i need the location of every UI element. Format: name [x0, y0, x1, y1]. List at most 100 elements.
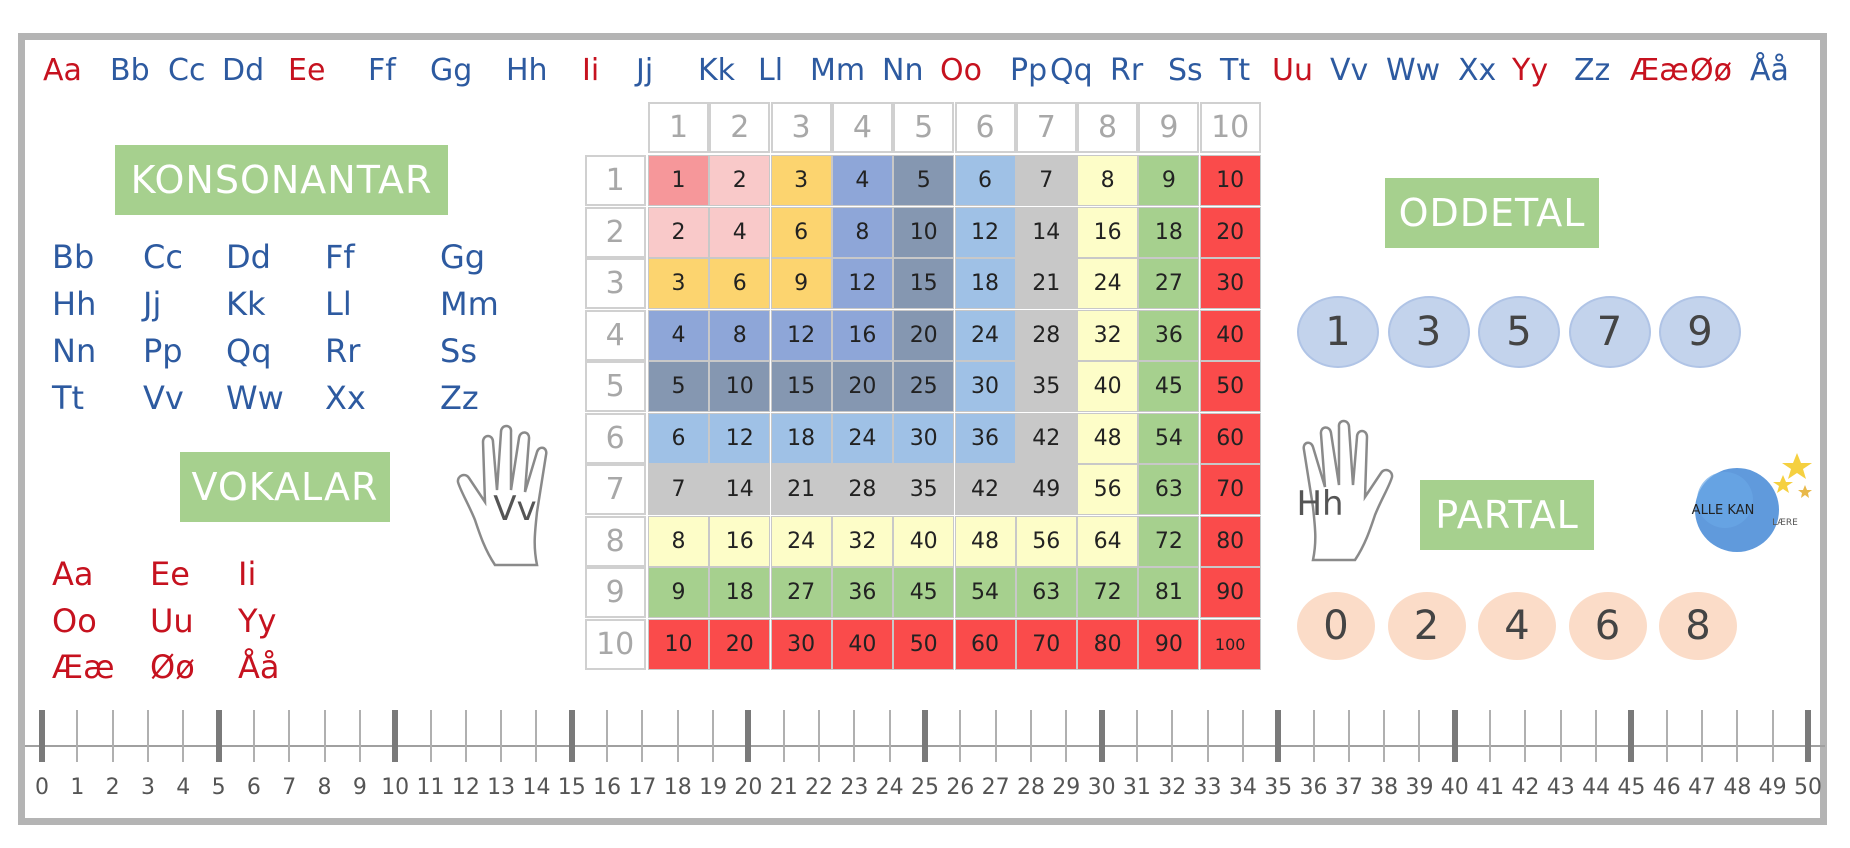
- konsonant-letter: Xx: [325, 379, 366, 417]
- table-cell: 12: [831, 258, 893, 309]
- minor-tick: [1347, 710, 1350, 762]
- alphabet-letter: Ff: [368, 53, 396, 88]
- table-cell: 6: [770, 206, 832, 258]
- minor-tick: [641, 710, 644, 762]
- table-cell: 20: [709, 618, 771, 670]
- table-cell: 30: [770, 618, 832, 670]
- tick-label: 37: [1334, 775, 1363, 800]
- table-cell: 35: [1015, 361, 1077, 412]
- odd-number-circle: 1: [1297, 296, 1379, 368]
- table-cell: 30: [1199, 258, 1261, 309]
- minor-tick: [323, 710, 326, 762]
- konsonantar-label: KONSONANTAR: [115, 145, 448, 215]
- konsonant-letter: Pp: [143, 332, 183, 370]
- minor-tick: [1736, 710, 1739, 762]
- table-cell: 6: [648, 412, 709, 464]
- minor-tick: [782, 710, 785, 762]
- table-cell: 3: [648, 258, 709, 309]
- konsonant-letter: Jj: [143, 285, 162, 323]
- vokal-letter: Oo: [52, 602, 97, 640]
- alphabet-letter: Tt: [1220, 53, 1251, 88]
- minor-tick: [182, 710, 185, 762]
- column-header: 7: [1015, 101, 1077, 153]
- table-cell: 35: [893, 464, 955, 515]
- tick-label: 2: [105, 775, 120, 800]
- vokal-letter: Øø: [150, 648, 195, 686]
- vokal-letter: Ee: [150, 555, 190, 593]
- table-cell: 48: [1077, 412, 1139, 464]
- minor-tick: [994, 710, 997, 762]
- tick-label: 46: [1652, 775, 1681, 800]
- konsonant-letter: Qq: [226, 332, 272, 370]
- minor-tick: [853, 710, 856, 762]
- tick-label: 25: [911, 775, 939, 800]
- konsonant-letter: Ff: [325, 238, 355, 276]
- table-cell: 8: [1077, 155, 1139, 206]
- minor-tick: [1418, 710, 1421, 762]
- column-header: 9: [1138, 101, 1200, 153]
- vokal-letter: Yy: [238, 602, 277, 640]
- even-number-circle: 0: [1297, 592, 1375, 660]
- minor-tick: [1595, 710, 1598, 762]
- major-tick: [1628, 710, 1635, 762]
- tick-label: 23: [840, 775, 869, 800]
- tick-label: 17: [628, 775, 657, 800]
- table-cell: 54: [954, 567, 1016, 618]
- table-cell: 24: [770, 515, 832, 567]
- table-cell: 60: [954, 618, 1016, 670]
- table-cell: 63: [1138, 464, 1200, 515]
- konsonant-letter: Cc: [143, 238, 183, 276]
- alphabet-letter: Jj: [636, 53, 654, 88]
- minor-tick: [1559, 710, 1562, 762]
- table-cell: 42: [1015, 412, 1077, 464]
- tick-label: 16: [593, 775, 622, 800]
- table-cell: 8: [648, 515, 709, 567]
- column-header: 8: [1077, 101, 1139, 153]
- minor-tick: [1489, 710, 1492, 762]
- table-cell: 90: [1199, 567, 1261, 618]
- tick-label: 50: [1794, 775, 1822, 800]
- table-cell: 50: [893, 618, 955, 670]
- table-cell: 12: [770, 309, 832, 361]
- tick-label: 0: [35, 775, 49, 800]
- tick-label: 24: [875, 775, 904, 800]
- table-cell: 3: [770, 155, 832, 206]
- alphabet-letter: Gg: [430, 53, 473, 88]
- table-cell: 36: [1138, 309, 1200, 361]
- konsonant-letter: Vv: [143, 379, 184, 417]
- minor-tick: [1135, 710, 1138, 762]
- table-cell: 18: [770, 412, 832, 464]
- major-tick: [392, 710, 399, 762]
- konsonant-letter: Zz: [440, 379, 479, 417]
- major-tick: [745, 710, 752, 762]
- tick-label: 43: [1546, 775, 1575, 800]
- table-cell: 32: [831, 515, 893, 567]
- konsonant-letter: Dd: [226, 238, 271, 276]
- tick-label: 29: [1052, 775, 1081, 800]
- minor-tick: [606, 710, 609, 762]
- minor-tick: [1771, 710, 1774, 762]
- minor-tick: [712, 710, 715, 762]
- konsonant-letter: Rr: [325, 332, 361, 370]
- table-cell: 16: [1077, 206, 1139, 258]
- minor-tick: [888, 710, 891, 762]
- tick-label: 34: [1228, 775, 1257, 800]
- table-cell: 70: [1015, 618, 1077, 670]
- row-header: 2: [584, 206, 646, 258]
- konsonant-letter: Ll: [325, 285, 352, 323]
- minor-tick: [111, 710, 114, 762]
- alphabet-letter: Ææ: [1630, 53, 1689, 88]
- alphabet-letter: Yy: [1512, 53, 1549, 88]
- table-cell: 64: [1077, 515, 1139, 567]
- even-number-circle: 6: [1568, 592, 1647, 660]
- alle-kan-logo: ALLE KAN LÆRE: [1692, 453, 1812, 552]
- table-cell: 28: [1015, 309, 1077, 361]
- alphabet-letter: Oo: [940, 53, 982, 88]
- table-cell: 16: [831, 309, 893, 361]
- table-cell: 72: [1138, 515, 1200, 567]
- table-cell: 18: [954, 258, 1016, 309]
- minor-tick: [358, 710, 361, 762]
- konsonant-letter: Tt: [52, 379, 85, 417]
- tick-label: 33: [1193, 775, 1222, 800]
- table-cell: 2: [709, 155, 771, 206]
